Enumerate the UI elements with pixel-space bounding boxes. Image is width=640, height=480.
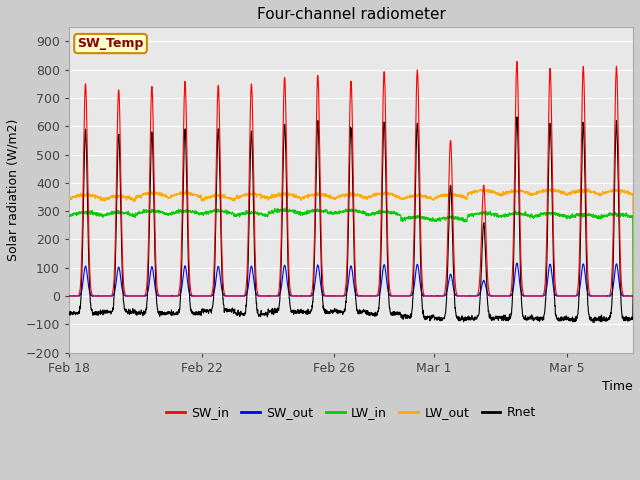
Text: SW_Temp: SW_Temp: [77, 37, 144, 50]
Y-axis label: Solar radiation (W/m2): Solar radiation (W/m2): [7, 119, 20, 261]
X-axis label: Time: Time: [602, 380, 633, 393]
Title: Four-channel radiometer: Four-channel radiometer: [257, 7, 445, 22]
Legend: SW_in, SW_out, LW_in, LW_out, Rnet: SW_in, SW_out, LW_in, LW_out, Rnet: [161, 401, 541, 424]
